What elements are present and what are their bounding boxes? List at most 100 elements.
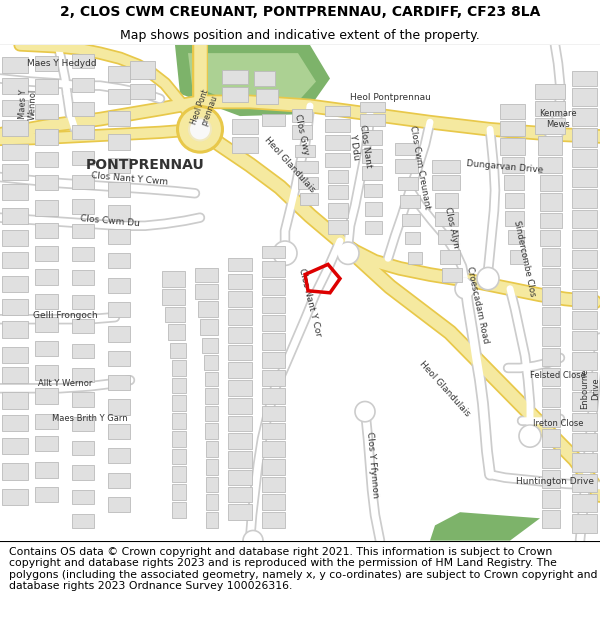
Polygon shape bbox=[292, 125, 312, 139]
Polygon shape bbox=[2, 464, 28, 480]
Polygon shape bbox=[205, 372, 218, 386]
Polygon shape bbox=[2, 120, 28, 136]
Polygon shape bbox=[188, 53, 316, 108]
Polygon shape bbox=[292, 109, 312, 122]
Polygon shape bbox=[572, 189, 597, 208]
Polygon shape bbox=[2, 299, 28, 315]
Polygon shape bbox=[72, 295, 94, 309]
Polygon shape bbox=[405, 232, 420, 244]
Polygon shape bbox=[108, 253, 130, 269]
Polygon shape bbox=[2, 57, 28, 73]
Polygon shape bbox=[328, 170, 348, 183]
Polygon shape bbox=[262, 388, 285, 404]
Polygon shape bbox=[542, 429, 560, 448]
Polygon shape bbox=[202, 338, 218, 352]
Text: Clos Nant Y Cwm: Clos Nant Y Cwm bbox=[91, 171, 169, 187]
Text: Gelli Frongoch: Gelli Frongoch bbox=[32, 311, 97, 319]
Polygon shape bbox=[2, 415, 28, 431]
Polygon shape bbox=[535, 118, 565, 134]
Polygon shape bbox=[572, 331, 597, 350]
Polygon shape bbox=[108, 424, 130, 439]
Polygon shape bbox=[228, 344, 252, 360]
Polygon shape bbox=[72, 175, 94, 189]
Polygon shape bbox=[108, 302, 130, 317]
Polygon shape bbox=[298, 177, 318, 189]
Polygon shape bbox=[398, 177, 418, 190]
Polygon shape bbox=[500, 104, 525, 119]
Polygon shape bbox=[195, 269, 218, 282]
Polygon shape bbox=[35, 152, 58, 167]
Polygon shape bbox=[35, 317, 58, 332]
Polygon shape bbox=[572, 250, 597, 269]
Polygon shape bbox=[362, 130, 382, 144]
Polygon shape bbox=[2, 321, 28, 338]
Polygon shape bbox=[108, 472, 130, 488]
Polygon shape bbox=[542, 348, 560, 366]
Polygon shape bbox=[572, 149, 597, 167]
Polygon shape bbox=[542, 328, 560, 346]
Polygon shape bbox=[195, 284, 218, 299]
Polygon shape bbox=[228, 258, 252, 271]
Polygon shape bbox=[72, 102, 94, 116]
Polygon shape bbox=[228, 433, 252, 449]
Polygon shape bbox=[542, 269, 560, 285]
Polygon shape bbox=[35, 462, 58, 478]
Circle shape bbox=[188, 117, 212, 141]
Polygon shape bbox=[432, 160, 460, 173]
Polygon shape bbox=[538, 136, 562, 154]
Polygon shape bbox=[262, 406, 285, 421]
Polygon shape bbox=[572, 108, 597, 126]
Polygon shape bbox=[228, 328, 252, 342]
Polygon shape bbox=[206, 441, 218, 458]
Polygon shape bbox=[395, 159, 418, 173]
Polygon shape bbox=[2, 184, 28, 201]
Polygon shape bbox=[232, 119, 258, 134]
Polygon shape bbox=[542, 287, 560, 305]
Polygon shape bbox=[328, 219, 348, 234]
Polygon shape bbox=[175, 45, 330, 116]
Polygon shape bbox=[328, 185, 348, 199]
Polygon shape bbox=[72, 78, 94, 92]
Circle shape bbox=[176, 105, 224, 154]
Polygon shape bbox=[438, 230, 458, 244]
Polygon shape bbox=[572, 291, 597, 309]
Polygon shape bbox=[2, 438, 28, 454]
Polygon shape bbox=[362, 166, 382, 180]
Polygon shape bbox=[430, 512, 540, 541]
Polygon shape bbox=[162, 271, 185, 287]
Polygon shape bbox=[360, 102, 385, 112]
Polygon shape bbox=[2, 100, 28, 116]
Polygon shape bbox=[328, 204, 348, 217]
Text: Maes Y Hedydd: Maes Y Hedydd bbox=[27, 59, 97, 68]
Polygon shape bbox=[540, 230, 560, 246]
Polygon shape bbox=[542, 248, 560, 266]
Polygon shape bbox=[35, 246, 58, 261]
Text: Kenmare
Mews: Kenmare Mews bbox=[539, 109, 577, 129]
Polygon shape bbox=[572, 453, 597, 471]
Polygon shape bbox=[542, 368, 560, 386]
Polygon shape bbox=[72, 319, 94, 334]
Polygon shape bbox=[262, 441, 285, 458]
Polygon shape bbox=[168, 324, 185, 339]
Polygon shape bbox=[572, 392, 597, 411]
Polygon shape bbox=[325, 119, 350, 132]
Polygon shape bbox=[172, 449, 186, 464]
Polygon shape bbox=[364, 184, 382, 198]
Polygon shape bbox=[130, 84, 155, 99]
Polygon shape bbox=[108, 66, 130, 81]
Polygon shape bbox=[572, 230, 597, 248]
Polygon shape bbox=[35, 175, 58, 190]
Text: Clos Nant Y Cor: Clos Nant Y Cor bbox=[297, 267, 323, 337]
Text: Dungarvan Drive: Dungarvan Drive bbox=[466, 159, 544, 175]
Polygon shape bbox=[256, 89, 278, 104]
Polygon shape bbox=[108, 448, 130, 464]
Polygon shape bbox=[535, 84, 565, 99]
Circle shape bbox=[243, 531, 263, 551]
Polygon shape bbox=[572, 352, 597, 370]
Polygon shape bbox=[262, 315, 285, 331]
Polygon shape bbox=[572, 433, 597, 451]
Polygon shape bbox=[540, 175, 562, 191]
Polygon shape bbox=[262, 279, 285, 295]
Polygon shape bbox=[206, 477, 218, 492]
Polygon shape bbox=[35, 104, 58, 119]
